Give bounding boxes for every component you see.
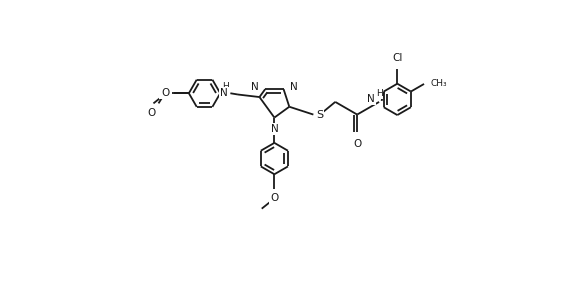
Text: N: N xyxy=(220,88,228,98)
Text: Cl: Cl xyxy=(392,53,402,63)
Text: H: H xyxy=(222,82,229,91)
Text: N: N xyxy=(251,82,259,92)
Text: CH₃: CH₃ xyxy=(430,79,447,88)
Text: N: N xyxy=(290,82,298,92)
Text: H: H xyxy=(376,89,382,98)
Text: O: O xyxy=(148,109,156,118)
Text: N: N xyxy=(270,124,278,134)
Text: O: O xyxy=(162,88,170,98)
Text: O: O xyxy=(353,139,361,149)
Text: N: N xyxy=(368,94,375,104)
Text: S: S xyxy=(316,109,323,120)
Text: O: O xyxy=(270,193,278,203)
Text: O: O xyxy=(160,88,168,98)
